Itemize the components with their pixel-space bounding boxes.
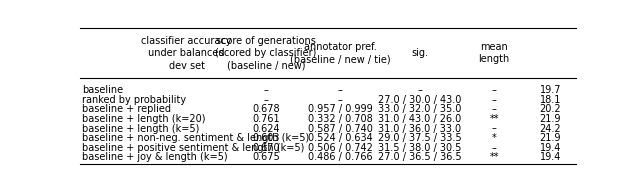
Text: 0.587 / 0.740: 0.587 / 0.740 <box>308 124 373 133</box>
Text: 31.5 / 38.0 / 30.5: 31.5 / 38.0 / 30.5 <box>378 143 461 153</box>
Text: mean
length: mean length <box>479 42 510 64</box>
Text: 27.0 / 36.5 / 36.5: 27.0 / 36.5 / 36.5 <box>378 152 461 162</box>
Text: annotator pref.
(baseline / new / tie): annotator pref. (baseline / new / tie) <box>290 42 390 64</box>
Text: –: – <box>338 95 343 105</box>
Text: baseline + length (k=20): baseline + length (k=20) <box>83 114 206 124</box>
Text: 24.2: 24.2 <box>540 124 561 133</box>
Text: 21.9: 21.9 <box>540 133 561 143</box>
Text: 31.0 / 43.0 / 26.0: 31.0 / 43.0 / 26.0 <box>378 114 461 124</box>
Text: *: * <box>492 133 497 143</box>
Text: 0.506 / 0.742: 0.506 / 0.742 <box>308 143 373 153</box>
Text: baseline: baseline <box>83 85 124 95</box>
Text: 0.624: 0.624 <box>252 124 280 133</box>
Text: 19.4: 19.4 <box>540 152 561 162</box>
Text: –: – <box>264 95 268 105</box>
Text: baseline + joy & length (k=5): baseline + joy & length (k=5) <box>83 152 228 162</box>
Text: baseline + length (k=5): baseline + length (k=5) <box>83 124 200 133</box>
Text: –: – <box>264 85 268 95</box>
Text: classifier accuracy
under balanced
dev set: classifier accuracy under balanced dev s… <box>141 36 232 71</box>
Text: 21.9: 21.9 <box>540 114 561 124</box>
Text: 19.4: 19.4 <box>540 143 561 153</box>
Text: –: – <box>492 85 497 95</box>
Text: 0.670: 0.670 <box>252 143 280 153</box>
Text: 31.0 / 36.0 / 33.0: 31.0 / 36.0 / 33.0 <box>378 124 461 133</box>
Text: **: ** <box>490 152 499 162</box>
Text: **: ** <box>490 114 499 124</box>
Text: 0.761: 0.761 <box>252 114 280 124</box>
Text: 29.0 / 37.5 / 33.5: 29.0 / 37.5 / 33.5 <box>378 133 461 143</box>
Text: 0.603: 0.603 <box>252 133 280 143</box>
Text: 20.2: 20.2 <box>540 104 561 114</box>
Text: baseline + replied: baseline + replied <box>83 104 172 114</box>
Text: 0.675: 0.675 <box>252 152 280 162</box>
Text: –: – <box>492 104 497 114</box>
Text: 0.524 / 0.634: 0.524 / 0.634 <box>308 133 372 143</box>
Text: 19.7: 19.7 <box>540 85 561 95</box>
Text: –: – <box>338 85 343 95</box>
Text: –: – <box>417 85 422 95</box>
Text: 0.678: 0.678 <box>252 104 280 114</box>
Text: score of generations
(scored by classifier)
(baseline / new): score of generations (scored by classifi… <box>215 36 317 71</box>
Text: baseline + positive sentiment & length (k=5): baseline + positive sentiment & length (… <box>83 143 305 153</box>
Text: sig.: sig. <box>412 48 428 58</box>
Text: 0.957 / 0.999: 0.957 / 0.999 <box>308 104 372 114</box>
Text: 0.486 / 0.766: 0.486 / 0.766 <box>308 152 372 162</box>
Text: –: – <box>492 143 497 153</box>
Text: 33.0 / 32.0 / 35.0: 33.0 / 32.0 / 35.0 <box>378 104 461 114</box>
Text: baseline + non-neg. sentiment & length (k=5): baseline + non-neg. sentiment & length (… <box>83 133 310 143</box>
Text: 18.1: 18.1 <box>540 95 561 105</box>
Text: –: – <box>492 124 497 133</box>
Text: 0.332 / 0.708: 0.332 / 0.708 <box>308 114 372 124</box>
Text: ranked by probability: ranked by probability <box>83 95 187 105</box>
Text: 27.0 / 30.0 / 43.0: 27.0 / 30.0 / 43.0 <box>378 95 461 105</box>
Text: –: – <box>492 95 497 105</box>
